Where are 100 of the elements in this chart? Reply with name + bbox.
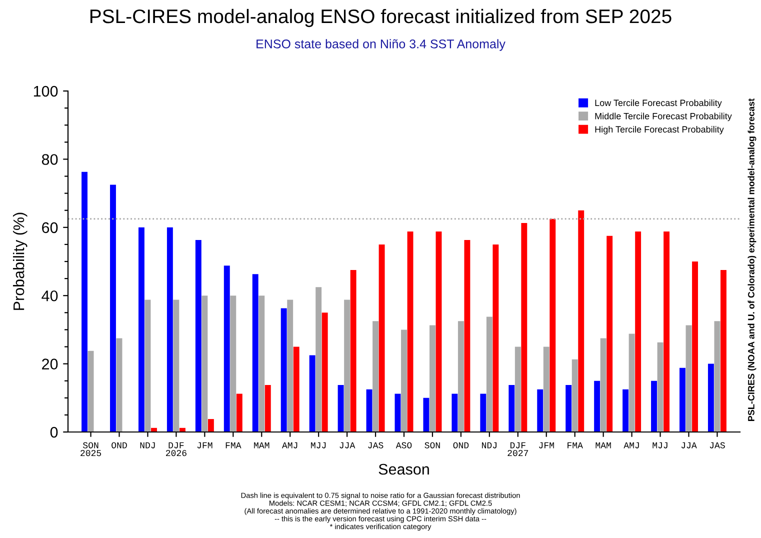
x-tick-label: JFM [197,442,212,448]
bar [423,398,430,432]
chart-subtitle: ENSO state based on Niño 3.4 SST Anomaly [256,39,506,51]
bar [202,296,208,432]
y-tick-label: 40 [42,290,58,302]
bar [208,419,214,432]
x-tick-label: FMA [568,442,583,448]
x-tick-label: MAM [596,442,611,448]
bar [264,384,271,432]
x-tick-label: AMJ [624,442,639,448]
bar [401,330,407,432]
bar [82,172,88,432]
bar [508,384,515,432]
x-tick-label: JAS [710,442,725,448]
bar [606,236,613,432]
bar [664,231,670,432]
legend-label: High Tercile Forecast Probability [595,126,724,134]
x-tick-label: FMA [226,442,242,448]
bar [486,316,492,432]
bar [293,346,300,432]
bar [600,338,606,432]
x-tick-label: JAS [368,442,384,448]
bar [372,321,378,432]
bar [110,184,116,432]
bar [692,262,698,432]
x-tick-label: JJA [681,442,697,448]
bar [572,359,578,432]
bar [350,270,356,432]
bar [258,296,265,432]
bar [144,300,151,432]
bar [550,218,556,432]
y-tick-label: 20 [42,358,58,370]
bar [464,240,470,432]
bar [452,394,458,432]
bar [578,210,584,432]
bar [309,355,316,432]
bar [537,389,544,432]
bar [543,346,550,432]
x-tick-label: NDJ [140,442,155,448]
x-tick-label: NDJ [482,442,496,448]
legend-label: Low Tercile Forecast Probability [595,99,722,108]
bar [657,342,664,432]
x-tick-label: JJA [340,442,356,448]
bar [322,312,328,432]
bar [686,325,692,432]
bar [316,287,322,432]
bar [287,300,294,432]
x-axis-title: Season [378,464,429,475]
y-tick-label: 100 [34,86,58,97]
bar [514,346,521,432]
bar [436,231,442,432]
bar [680,368,686,432]
bar [622,389,629,432]
bar [195,240,202,432]
chart-title: PSL-CIRES model-analog ENSO forecast initialized from SEP 2025 [90,8,672,28]
x-tick-label: MJJ [652,442,668,448]
text: PSL-CIRES (NOAA and U. of Colorado) experimental model-analog forecast [748,98,756,421]
bar [714,321,720,432]
x-tick-label: OND [453,442,469,448]
bar [252,274,258,432]
x-tick-label: ASO [396,442,412,448]
bar [166,227,173,432]
x-tick-label: AMJ [282,442,298,448]
x-tick-label: JFM [539,442,554,448]
x-tick-label: MAM [254,442,270,448]
bar [594,380,600,432]
x-tick-label: DJF 2026 [166,442,186,456]
bar [394,394,401,432]
bar [708,364,714,432]
bar [344,300,350,432]
x-tick-label: OND [112,442,127,448]
bar [521,222,528,432]
bar [88,350,94,432]
bar [458,321,464,432]
bar [138,227,144,432]
bar [236,394,242,432]
bar [720,270,726,432]
y-axis-title: Probability (%) [12,212,28,310]
legend-label: Middle Tercile Forecast Probability [595,112,732,122]
bar [173,300,180,432]
x-tick-label: DJF 2027 [508,442,528,456]
bar [407,231,414,432]
bar [628,334,635,432]
y-tick-label: 0 [50,426,58,438]
bar [116,338,122,432]
bar [651,380,657,432]
x-tick-label: SON 2025 [80,442,102,456]
y-tick-label: 80 [42,154,58,165]
bar [635,231,642,432]
bar [366,389,372,432]
bar [378,244,385,432]
y-tick-label: 60 [42,222,58,234]
bar [480,394,486,432]
bar [492,244,499,432]
bar [430,325,436,432]
bar [224,266,230,432]
bar [338,384,344,432]
x-tick-label: SON [424,442,440,448]
bar [566,384,572,432]
bar [230,296,236,432]
